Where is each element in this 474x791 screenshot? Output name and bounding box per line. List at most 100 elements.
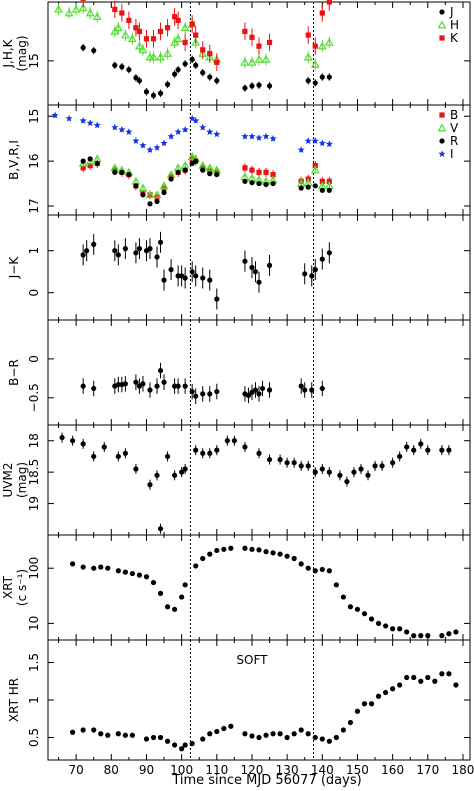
- data-point: [80, 158, 86, 164]
- data-point: [241, 132, 249, 140]
- data-point: [175, 67, 181, 73]
- data-point: [64, 8, 74, 17]
- data-point: [98, 731, 104, 737]
- data-point: [302, 271, 308, 277]
- data-point: [161, 189, 167, 196]
- data-point: [157, 734, 164, 741]
- data-point: [375, 693, 382, 699]
- data-point: [319, 74, 325, 80]
- series-1: [70, 671, 459, 752]
- data-point: [256, 180, 262, 187]
- data-point: [305, 32, 311, 38]
- data-point: [305, 463, 311, 469]
- data-point: [101, 444, 107, 450]
- data-point: [112, 6, 118, 12]
- data-point: [200, 391, 206, 397]
- data-point: [221, 725, 227, 732]
- data-point: [312, 80, 318, 86]
- data-point: [200, 70, 206, 76]
- data-point: [164, 738, 171, 744]
- data-point: [153, 143, 161, 151]
- data-point: [118, 125, 126, 133]
- data-point: [200, 555, 206, 562]
- data-point: [126, 67, 132, 73]
- data-point: [304, 137, 312, 144]
- data-point: [80, 441, 86, 447]
- data-point: [93, 121, 101, 129]
- data-point: [91, 241, 97, 247]
- panel-1: 1415J,H,K(mag)JHK: [1, 0, 471, 106]
- y-axis-label: J,H,K: [1, 38, 15, 68]
- data-point: [270, 171, 276, 178]
- data-point: [375, 620, 382, 626]
- data-point: [311, 137, 319, 144]
- data-point: [254, 54, 264, 63]
- data-point: [80, 0, 86, 1]
- data-point: [214, 728, 220, 735]
- data-point: [298, 727, 304, 733]
- data-point: [309, 273, 315, 279]
- data-point: [170, 37, 180, 46]
- data-point: [143, 36, 150, 42]
- data-point: [133, 250, 139, 256]
- data-point: [319, 10, 325, 16]
- data-point: [200, 450, 206, 456]
- data-point: [214, 78, 220, 84]
- data-point: [189, 269, 195, 275]
- data-point: [113, 23, 123, 32]
- y-axis-label: J−K: [7, 256, 21, 280]
- series-1: [80, 362, 325, 404]
- data-point: [193, 158, 199, 164]
- data-point: [136, 572, 143, 578]
- legend-label: V: [450, 121, 459, 135]
- series-1: [70, 545, 459, 639]
- series-r: [80, 156, 332, 207]
- series-1: [80, 231, 332, 310]
- data-point: [326, 74, 332, 80]
- data-point: [404, 629, 410, 635]
- data-point: [150, 36, 157, 42]
- y-axis-label: B−R: [7, 359, 21, 386]
- data-point: [173, 34, 183, 43]
- data-point: [156, 52, 165, 61]
- data-point: [224, 438, 230, 444]
- data-point: [446, 631, 452, 637]
- data-point: [446, 447, 452, 453]
- data-point: [277, 456, 283, 463]
- data-point: [161, 379, 167, 385]
- data-point: [85, 8, 95, 17]
- data-point: [182, 383, 188, 389]
- data-point: [175, 17, 181, 23]
- x-tick-label: 180: [452, 763, 474, 777]
- data-point: [411, 674, 417, 681]
- data-point: [305, 184, 311, 190]
- data-point: [51, 111, 59, 119]
- data-point: [125, 128, 133, 135]
- data-point: [326, 738, 332, 744]
- data-point: [319, 385, 325, 392]
- data-point: [138, 183, 148, 192]
- series-i: [51, 111, 333, 153]
- data-point: [182, 466, 188, 472]
- data-point: [318, 139, 326, 147]
- data-point: [129, 570, 135, 577]
- data-point: [266, 387, 273, 393]
- series-k: [80, 0, 332, 72]
- data-point: [200, 47, 206, 53]
- data-point: [193, 563, 199, 569]
- data-point: [172, 14, 178, 20]
- data-point: [214, 296, 220, 302]
- data-point: [263, 169, 269, 175]
- data-point: [383, 689, 389, 696]
- data-point: [277, 731, 283, 737]
- data-point: [404, 674, 410, 681]
- y-tick-label: −0.5: [27, 383, 41, 412]
- data-point: [157, 239, 164, 245]
- data-point: [175, 383, 181, 389]
- legend: JHK: [437, 5, 459, 45]
- y-tick-label: 19: [27, 496, 41, 511]
- data-point: [439, 633, 445, 639]
- y-tick-label: 0.5: [27, 728, 41, 747]
- data-point: [179, 469, 185, 475]
